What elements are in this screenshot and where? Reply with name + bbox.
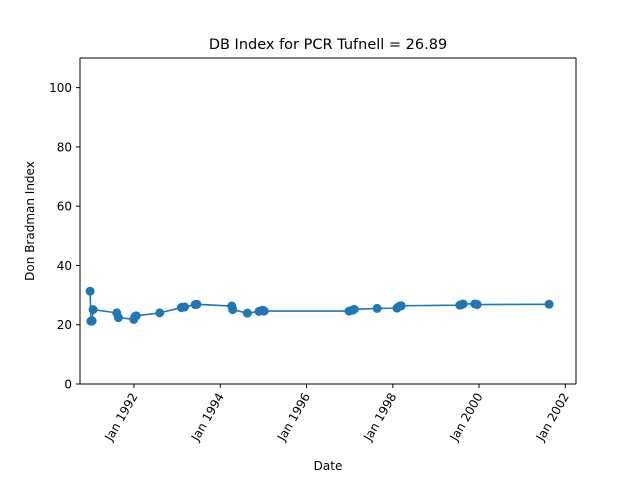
y-tick-label: 0 bbox=[64, 378, 72, 392]
data-point bbox=[113, 313, 123, 323]
chart-title: DB Index for PCR Tufnell = 26.89 bbox=[209, 37, 447, 53]
series-layer bbox=[85, 286, 554, 326]
data-point bbox=[180, 302, 190, 312]
data-point bbox=[155, 308, 165, 318]
data-point bbox=[458, 299, 468, 309]
y-tick-label: 40 bbox=[57, 259, 72, 273]
y-tick-label: 80 bbox=[57, 140, 72, 154]
y-tick-label: 20 bbox=[57, 318, 72, 332]
axes-frame bbox=[79, 57, 577, 385]
data-point bbox=[87, 316, 97, 326]
data-point bbox=[372, 303, 382, 313]
data-point bbox=[88, 305, 98, 315]
y-axis-label: Don Bradman Index bbox=[23, 161, 37, 281]
y-tick-label: 60 bbox=[57, 200, 72, 214]
y-tick-label: 100 bbox=[49, 81, 72, 95]
data-point bbox=[349, 304, 359, 314]
data-point bbox=[259, 306, 269, 316]
data-point bbox=[131, 311, 141, 321]
data-point bbox=[544, 299, 554, 309]
data-point bbox=[242, 308, 252, 318]
data-point bbox=[472, 300, 482, 310]
data-point bbox=[192, 299, 202, 309]
data-point bbox=[228, 305, 238, 315]
plot-area bbox=[80, 58, 576, 384]
y-axis-ticks: 0 20 40 60 80 100 bbox=[49, 81, 80, 392]
data-point bbox=[396, 301, 406, 311]
x-axis-label: Date bbox=[314, 459, 343, 473]
data-point bbox=[85, 286, 95, 296]
